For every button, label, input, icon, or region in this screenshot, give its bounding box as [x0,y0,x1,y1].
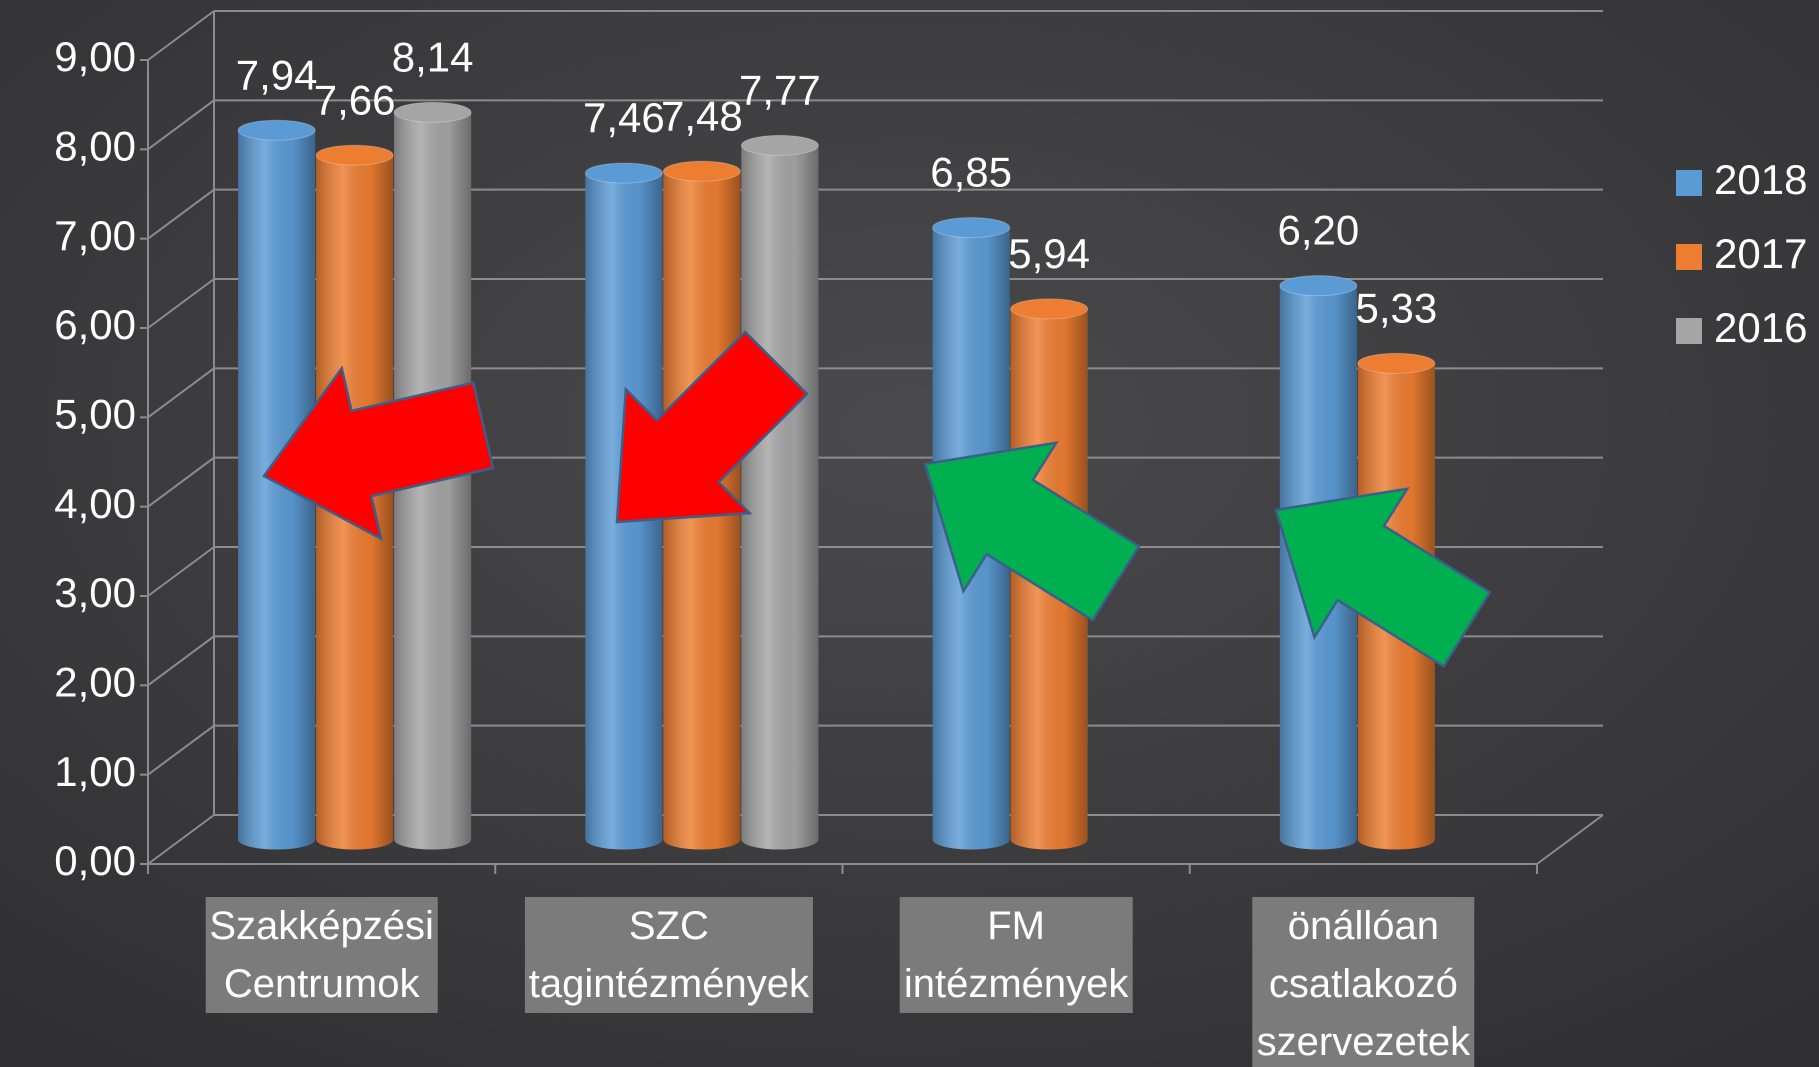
x-tick-label: önállóan csatlakozó szervezetek [1253,897,1474,1067]
bar-top [1011,299,1088,319]
value-label: 7,94 [236,51,318,98]
legend: 2018 2017 2016 [1676,156,1807,351]
value-label: 6,85 [930,149,1012,196]
y-tick-label: 6,00 [54,301,136,348]
bar-top [663,161,740,181]
y-tick-label: 3,00 [54,569,136,616]
legend-swatch [1676,170,1702,196]
x-tick-label: Szakképzési Centrumok [205,897,438,1013]
legend-swatch [1676,244,1702,270]
legend-label: 2017 [1714,230,1807,277]
bar-top [1358,353,1435,373]
y-tick-label: 4,00 [54,480,136,527]
y-tick-label: 0,00 [54,837,136,884]
y-tick-label: 8,00 [54,122,136,169]
value-label: 5,33 [1356,284,1438,331]
value-label: 7,46 [583,94,665,141]
page: {"chart_data": {"type": "bar", "categori… [0,0,1819,1067]
value-label: 6,20 [1278,207,1360,254]
y-tick-label: 1,00 [54,748,136,795]
x-tick-label: SZC tagintézmények [525,897,813,1013]
legend-label: 2016 [1714,304,1807,351]
y-tick-label: 5,00 [54,390,136,437]
value-label: 5,94 [1008,230,1090,277]
legend-label: 2018 [1714,156,1807,203]
y-tick-label: 9,00 [54,33,136,80]
bar-top [316,145,393,165]
value-label: 7,77 [739,66,821,113]
bar-top [585,163,662,183]
value-label: 7,66 [314,76,396,123]
value-label: 8,14 [392,33,474,80]
bar-shading [741,145,818,849]
bar-top [741,135,818,155]
bar-top [1280,276,1357,296]
value-label: 7,48 [661,92,743,139]
bar-top [394,102,471,122]
legend-swatch [1676,318,1702,344]
x-tick-label: FM intézmények [900,897,1133,1013]
bar-top [933,218,1010,238]
y-tick-label: 7,00 [54,212,136,259]
y-tick-label: 2,00 [54,658,136,705]
bar-top [238,120,315,140]
